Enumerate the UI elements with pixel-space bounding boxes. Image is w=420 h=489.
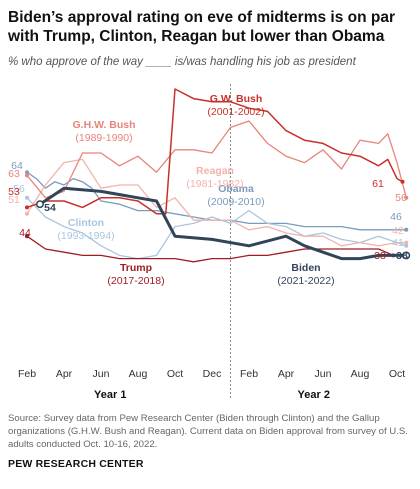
clinton-end-value-label: 41 xyxy=(392,237,404,249)
year-label: Year 2 xyxy=(298,389,330,401)
clinton-series-years: (1993-1994) xyxy=(57,230,114,242)
chart-title: Biden’s approval rating on eve of midter… xyxy=(8,9,396,45)
g-h-w-bush-end-value-label: 56 xyxy=(395,192,407,204)
g-w-bush-start-marker xyxy=(25,205,29,210)
biden-line xyxy=(38,186,408,261)
biden-end-value-label: 38 xyxy=(396,250,408,262)
clinton-series-name: Clinton xyxy=(68,217,104,229)
obama-end-value-label: 46 xyxy=(390,211,402,223)
reagan-series-name: Reagan xyxy=(196,165,234,177)
x-tick-label: Oct xyxy=(389,368,405,380)
x-tick-label: Aug xyxy=(129,368,148,380)
reagan-line xyxy=(26,158,407,247)
g-w-bush-end-marker xyxy=(400,179,405,184)
x-tick-label: Feb xyxy=(240,368,258,380)
x-tick-label: Aug xyxy=(351,368,370,380)
source-note: Source: Survey data from Pew Research Ce… xyxy=(8,413,408,450)
obama-end-marker xyxy=(404,227,409,232)
obama-start-value-label: 64 xyxy=(11,160,23,172)
clinton-start-marker xyxy=(25,195,29,200)
biden-start-marker xyxy=(36,200,44,209)
pew-research-center-label: PEW RESEARCH CENTER xyxy=(8,458,144,470)
biden-start-value-label: 54 xyxy=(44,202,56,214)
x-tick-label: Jun xyxy=(315,368,332,380)
g-h-w-bush-series-name: G.H.W. Bush xyxy=(73,119,136,131)
obama-series-name: Obama xyxy=(218,183,254,195)
reagan-start-value-label: 51 xyxy=(8,194,20,206)
g-w-bush-line xyxy=(26,88,404,215)
reagan-series-years: (1981-1982) xyxy=(186,178,243,190)
g-h-w-bush-series-years: (1989-1990) xyxy=(75,132,132,144)
g-h-w-bush-line xyxy=(26,120,407,199)
clinton-end-marker xyxy=(404,243,409,248)
g-h-w-bush-start-marker xyxy=(25,173,29,178)
obama-series-years: (2009-2010) xyxy=(207,196,264,208)
x-tick-label: Oct xyxy=(167,368,183,380)
year-label: Year 1 xyxy=(94,389,126,401)
biden-end-marker xyxy=(402,251,411,260)
g-w-bush-series-name: G.W. Bush xyxy=(210,93,263,105)
g-w-bush-start-value-label: 53 xyxy=(8,186,20,198)
trump-start-marker xyxy=(25,234,29,239)
biden-series-name: Biden xyxy=(291,262,320,274)
biden-series-years: (2021-2022) xyxy=(277,275,334,287)
obama-line xyxy=(26,171,407,231)
g-w-bush-series-years: (2001-2002) xyxy=(207,106,264,118)
clinton-start-value-label: 56 xyxy=(13,183,25,195)
trump-line xyxy=(26,235,394,263)
g-h-w-bush-end-marker xyxy=(404,195,409,200)
x-tick-label: Dec xyxy=(203,368,222,380)
x-tick-label: Apr xyxy=(56,368,73,380)
x-tick-label: Jun xyxy=(93,368,110,380)
trump-series-name: Trump xyxy=(120,262,152,274)
obama-start-marker xyxy=(25,170,29,175)
chart-subtitle: % who approve of the way ____ is/was han… xyxy=(8,56,356,68)
trump-series-years: (2017-2018) xyxy=(107,275,164,287)
trump-end-value-label: 38 xyxy=(374,250,386,262)
reagan-start-marker xyxy=(25,211,29,216)
x-tick-label: Feb xyxy=(18,368,36,380)
g-w-bush-end-value-label: 61 xyxy=(372,178,384,190)
trump-start-value-label: 44 xyxy=(19,227,31,239)
line-chart: Obama(2009-2010) 64 46 Clinton(1993-1994) 56… xyxy=(8,84,411,401)
g-h-w-bush-start-value-label: 63 xyxy=(8,168,20,180)
reagan-end-marker xyxy=(404,240,409,245)
reagan-end-value-label: 42 xyxy=(392,225,404,237)
x-tick-label: Apr xyxy=(278,368,295,380)
